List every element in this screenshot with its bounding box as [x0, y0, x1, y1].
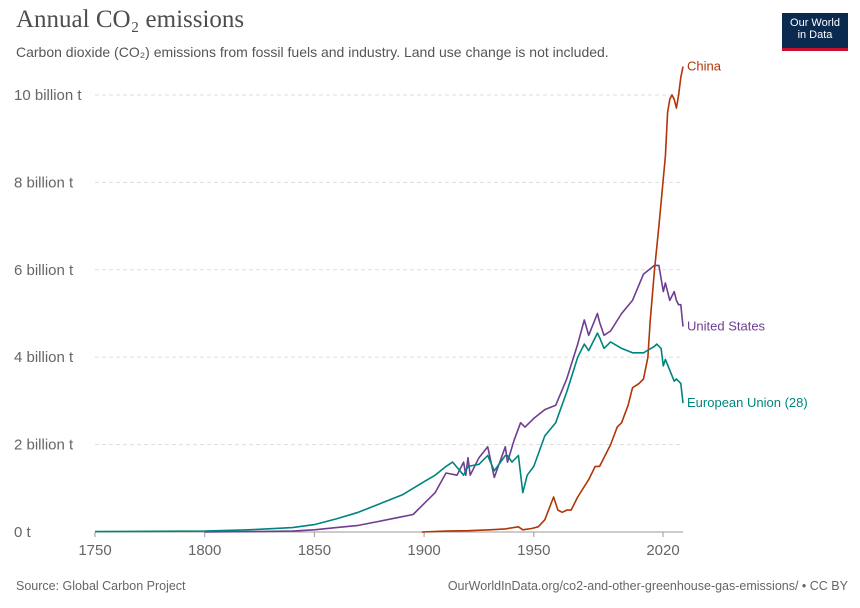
y-tick-label: 4 billion t	[14, 349, 74, 366]
source-note: Source: Global Carbon Project	[16, 579, 186, 593]
series-line-china[interactable]	[421, 66, 684, 533]
x-tick-label: 2020	[646, 542, 679, 559]
logo-line-1: Our World	[790, 17, 840, 29]
series-line-united-states[interactable]	[204, 264, 684, 533]
y-tick-label: 0 t	[14, 524, 32, 541]
y-tick-label: 6 billion t	[14, 262, 74, 279]
chart-subtitle: Carbon dioxide (CO₂) emissions from foss…	[16, 44, 609, 60]
series-line-european-union-28[interactable]	[94, 332, 684, 533]
logo-line-2: in Data	[797, 29, 833, 41]
x-tick-label: 1850	[298, 542, 331, 559]
x-tick-label: 1900	[407, 542, 440, 559]
series-label: United States	[687, 319, 766, 334]
owid-logo[interactable]: Our World in Data	[782, 13, 848, 51]
y-tick-label: 8 billion t	[14, 174, 74, 191]
series-label: European Union (28)	[687, 395, 808, 410]
x-tick-label: 1750	[78, 542, 111, 559]
source-link[interactable]: OurWorldInData.org/co2-and-other-greenho…	[447, 579, 848, 593]
x-tick-label: 1950	[517, 542, 550, 559]
page-title: Annual CO₂ emissions	[16, 6, 245, 33]
series-label: China	[687, 59, 722, 74]
y-tick-label: 10 billion t	[14, 87, 82, 104]
y-tick-label: 2 billion t	[14, 437, 74, 454]
x-tick-label: 1800	[188, 542, 221, 559]
